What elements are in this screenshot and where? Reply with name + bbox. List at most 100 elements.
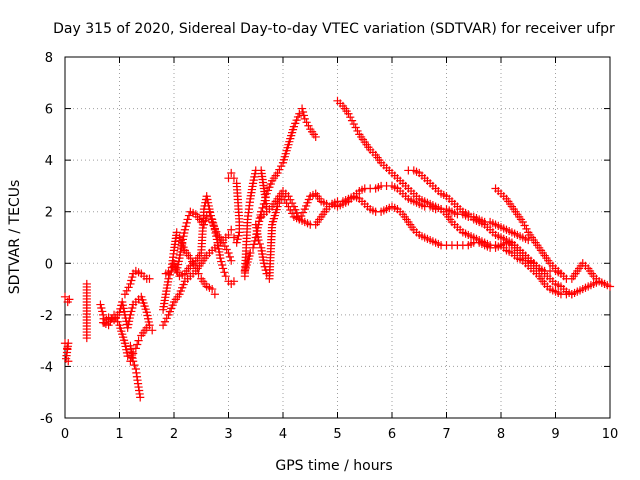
- data-point: [218, 260, 227, 270]
- data-point: [292, 116, 301, 125]
- data-point: [118, 297, 127, 307]
- data-point: [202, 192, 211, 201]
- data-point: [311, 132, 320, 142]
- data-point: [221, 272, 230, 281]
- data-point: [142, 308, 151, 317]
- data-point: [269, 214, 279, 223]
- data-point: [250, 236, 259, 246]
- data-point: [291, 119, 300, 128]
- data-point: [222, 245, 231, 254]
- data-point: [64, 357, 73, 366]
- series-track-3: [82, 279, 91, 343]
- data-point: [288, 125, 298, 134]
- data-point: [65, 295, 74, 304]
- data-point: [122, 348, 132, 357]
- data-point: [164, 310, 173, 319]
- data-point: [203, 195, 212, 204]
- data-point: [353, 126, 362, 136]
- data-point: [176, 286, 185, 296]
- data-point: [268, 220, 277, 229]
- data-point: [234, 231, 243, 240]
- data-point: [194, 269, 203, 278]
- data-point: [160, 317, 170, 326]
- data-point: [281, 149, 290, 158]
- data-point: [172, 228, 181, 237]
- data-marks-layer: [60, 96, 615, 402]
- data-point: [285, 137, 294, 146]
- data-point: [118, 330, 127, 339]
- data-point: [272, 205, 281, 214]
- data-point: [258, 203, 267, 212]
- data-point: [250, 172, 259, 182]
- data-point: [120, 290, 130, 299]
- data-point: [242, 260, 251, 270]
- data-point: [127, 276, 136, 285]
- series-track-14: [240, 166, 271, 281]
- y-tick-label: 4: [45, 154, 53, 169]
- series-track-1: [60, 292, 74, 307]
- y-tick-label: 2: [45, 206, 53, 221]
- data-point: [119, 336, 129, 345]
- data-point: [271, 208, 280, 217]
- y-tick-label: -2: [40, 309, 53, 324]
- data-point: [175, 290, 184, 299]
- data-point: [289, 122, 298, 131]
- data-point: [233, 235, 242, 244]
- data-point: [191, 264, 200, 273]
- x-tick-label: 6: [388, 427, 396, 442]
- data-point: [249, 176, 258, 185]
- x-tick-label: 0: [61, 427, 69, 442]
- series-track-11: [169, 192, 236, 281]
- data-point: [181, 222, 190, 231]
- x-tick-label: 5: [333, 427, 341, 442]
- data-point: [175, 233, 184, 242]
- data-point: [303, 198, 312, 207]
- data-point: [209, 221, 218, 230]
- data-point: [304, 121, 313, 130]
- data-point: [229, 174, 239, 183]
- data-point: [159, 321, 168, 330]
- data-point: [178, 283, 187, 292]
- y-tick-label: -4: [40, 360, 53, 375]
- data-point: [205, 205, 214, 214]
- data-point: [302, 118, 311, 127]
- data-point: [227, 256, 236, 265]
- series-track-18: [404, 166, 576, 299]
- data-point: [116, 324, 125, 333]
- axes-layer: 0 1 2 3 4 5 6 7 8 9 10 -6 -4 -2 0 2 4 6 8: [40, 51, 618, 442]
- data-point: [351, 123, 360, 132]
- y-tick-label: -6: [40, 412, 53, 427]
- data-point: [224, 248, 233, 258]
- data-point: [279, 155, 289, 164]
- data-point: [210, 224, 219, 233]
- data-point: [122, 345, 131, 354]
- data-point: [130, 361, 139, 370]
- series-track-7: [120, 266, 154, 299]
- data-point: [218, 264, 228, 273]
- data-point: [97, 303, 106, 313]
- data-point: [189, 260, 199, 270]
- data-point: [120, 307, 129, 316]
- data-point: [520, 221, 529, 230]
- data-point: [164, 274, 173, 283]
- data-point: [182, 218, 191, 227]
- data-point: [203, 198, 213, 207]
- data-point: [220, 268, 229, 277]
- data-point: [204, 201, 213, 211]
- data-point: [225, 252, 234, 261]
- data-point: [206, 208, 215, 217]
- data-point: [126, 279, 135, 289]
- data-point: [248, 243, 258, 252]
- data-point: [300, 114, 309, 123]
- series-track-19: [491, 184, 566, 278]
- data-point: [232, 238, 241, 247]
- data-point: [183, 215, 192, 224]
- data-point: [162, 314, 171, 323]
- data-point: [291, 205, 300, 214]
- data-point: [188, 257, 197, 266]
- data-point: [98, 307, 107, 316]
- x-tick-label: 10: [602, 427, 619, 442]
- data-point: [176, 236, 185, 245]
- data-point: [179, 243, 188, 252]
- data-point: [115, 321, 124, 330]
